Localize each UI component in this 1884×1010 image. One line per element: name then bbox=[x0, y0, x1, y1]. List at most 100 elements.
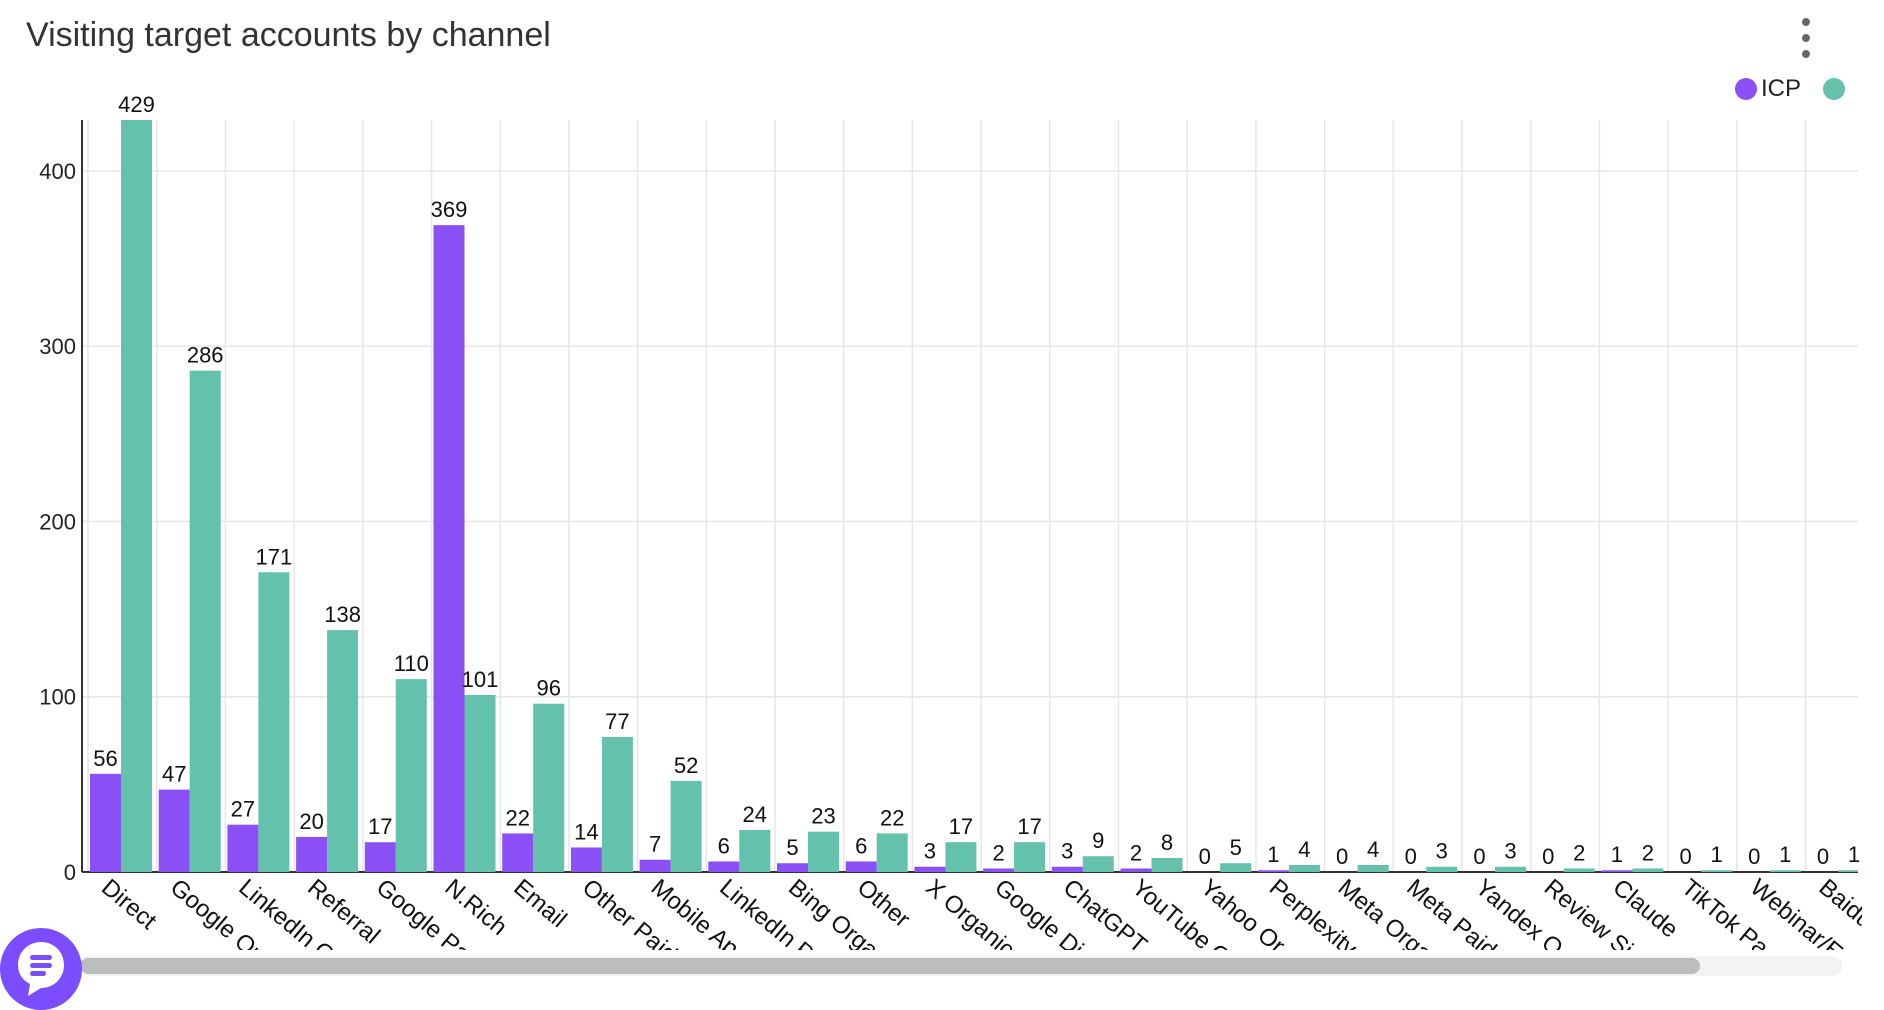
x-tick-label: Email bbox=[508, 874, 571, 933]
data-label: 0 bbox=[1542, 844, 1554, 869]
kebab-menu-icon[interactable] bbox=[1794, 18, 1818, 58]
legend-item-series-2[interactable] bbox=[1823, 78, 1845, 100]
data-label: 0 bbox=[1336, 844, 1348, 869]
right-clip-mask bbox=[1862, 90, 1884, 960]
bar bbox=[502, 833, 534, 872]
y-tick-label: 300 bbox=[39, 334, 76, 359]
data-label: 3 bbox=[1504, 839, 1516, 864]
bar bbox=[327, 630, 359, 872]
bar bbox=[1051, 866, 1083, 872]
legend-swatch-series-2 bbox=[1823, 78, 1845, 100]
data-label: 101 bbox=[462, 667, 499, 692]
chat-bubble-icon[interactable] bbox=[0, 928, 82, 1010]
bar bbox=[533, 703, 565, 872]
bar bbox=[1120, 868, 1152, 872]
bar bbox=[433, 225, 465, 873]
data-label: 17 bbox=[368, 814, 392, 839]
chart-title: Visiting target accounts by channel bbox=[26, 16, 551, 54]
data-label: 6 bbox=[855, 833, 867, 858]
data-label: 0 bbox=[1473, 844, 1485, 869]
data-label: 4 bbox=[1298, 837, 1310, 862]
bar bbox=[158, 789, 190, 872]
data-label: 171 bbox=[256, 544, 293, 569]
bar bbox=[1701, 870, 1733, 872]
kebab-dot bbox=[1802, 50, 1810, 58]
bar bbox=[296, 836, 328, 872]
bar bbox=[1288, 864, 1320, 872]
bar bbox=[1151, 857, 1183, 872]
data-label: 5 bbox=[1230, 835, 1242, 860]
kebab-dot bbox=[1802, 34, 1810, 42]
data-label: 1 bbox=[1267, 842, 1279, 867]
data-label: 0 bbox=[1199, 844, 1211, 869]
bar bbox=[639, 859, 671, 872]
data-label: 14 bbox=[574, 819, 598, 844]
bar bbox=[121, 120, 152, 872]
data-label: 1 bbox=[1779, 842, 1791, 867]
data-label: 1 bbox=[1848, 842, 1860, 867]
bar bbox=[983, 868, 1015, 872]
bar bbox=[670, 780, 702, 872]
bar bbox=[1357, 864, 1389, 872]
data-label: 286 bbox=[187, 343, 224, 368]
legend-item-icp[interactable]: ICP bbox=[1735, 75, 1801, 103]
data-label: 47 bbox=[162, 762, 186, 787]
data-label: 7 bbox=[649, 832, 661, 857]
bar bbox=[1014, 842, 1046, 872]
data-label: 0 bbox=[1748, 844, 1760, 869]
data-label: 24 bbox=[743, 802, 767, 827]
data-label: 96 bbox=[536, 676, 560, 701]
chart-legend: ICP bbox=[1735, 72, 1845, 106]
bar bbox=[1495, 866, 1526, 872]
legend-label-icp: ICP bbox=[1761, 75, 1802, 102]
bar bbox=[1563, 868, 1595, 872]
bar bbox=[258, 572, 290, 872]
bar bbox=[1632, 868, 1664, 872]
bar bbox=[90, 773, 121, 872]
data-label: 22 bbox=[880, 805, 904, 830]
legend-swatch-icp bbox=[1735, 78, 1757, 100]
data-label: 5 bbox=[786, 835, 798, 860]
kebab-dot bbox=[1802, 18, 1810, 26]
data-label: 3 bbox=[924, 839, 936, 864]
bar bbox=[708, 861, 740, 872]
x-tick-label: Direct bbox=[96, 874, 162, 935]
data-label: 369 bbox=[431, 197, 468, 222]
bar bbox=[914, 866, 946, 872]
bar bbox=[189, 370, 221, 872]
horizontal-scrollbar-thumb[interactable] bbox=[80, 958, 1700, 974]
bar bbox=[1769, 870, 1801, 872]
y-tick-label: 100 bbox=[39, 685, 76, 710]
data-label: 110 bbox=[394, 651, 429, 676]
y-tick-label: 0 bbox=[64, 860, 76, 885]
data-label: 23 bbox=[811, 804, 835, 829]
bar bbox=[945, 842, 977, 872]
chat-glyph-icon bbox=[18, 942, 64, 996]
bar bbox=[1257, 870, 1289, 872]
bar bbox=[777, 863, 808, 872]
bar bbox=[364, 842, 396, 872]
data-label: 3 bbox=[1061, 839, 1073, 864]
data-label: 52 bbox=[674, 753, 698, 778]
data-label: 429 bbox=[118, 92, 155, 117]
data-label: 0 bbox=[1817, 844, 1829, 869]
data-label: 2 bbox=[1642, 840, 1654, 865]
data-label: 9 bbox=[1092, 828, 1104, 853]
bar bbox=[1838, 870, 1858, 872]
data-label: 27 bbox=[231, 797, 255, 822]
bar bbox=[1601, 870, 1633, 872]
data-label: 22 bbox=[505, 805, 529, 830]
bar bbox=[808, 831, 839, 872]
data-label: 17 bbox=[1017, 814, 1041, 839]
data-label: 0 bbox=[1405, 844, 1417, 869]
y-tick-label: 200 bbox=[39, 509, 76, 534]
bar bbox=[1426, 866, 1458, 872]
bar bbox=[570, 847, 602, 872]
bar bbox=[739, 829, 771, 872]
data-label: 1 bbox=[1710, 842, 1722, 867]
data-label: 4 bbox=[1367, 837, 1379, 862]
bar bbox=[876, 833, 908, 872]
data-label: 2 bbox=[992, 840, 1004, 865]
data-label: 56 bbox=[93, 746, 117, 771]
